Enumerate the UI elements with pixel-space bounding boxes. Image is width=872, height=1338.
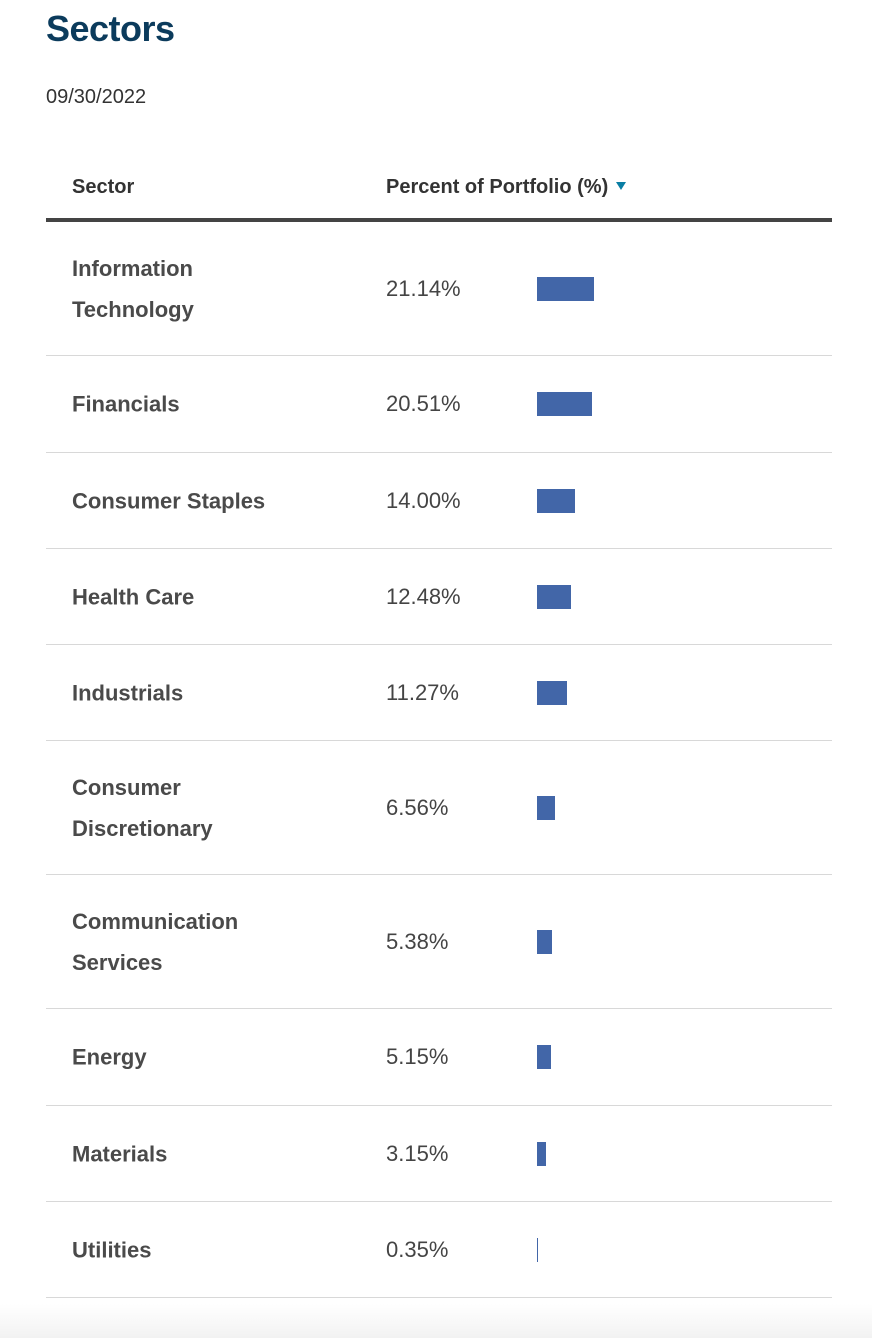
sectors-table: Sector Percent of Portfolio (%) Informat… <box>46 156 832 1298</box>
sector-bar <box>537 1237 538 1262</box>
sector-bar <box>537 276 594 301</box>
sector-name: Financials <box>72 391 180 417</box>
table-row: Communication Services 5.38% <box>46 875 832 1009</box>
sector-bar <box>537 680 567 705</box>
sector-name: Consumer Staples <box>72 488 266 513</box>
table-row: Consumer Discretionary 6.56% <box>46 741 832 875</box>
sector-bar <box>537 929 552 954</box>
sector-name: Health Care <box>72 584 195 609</box>
table-row: Utilities 0.35% <box>46 1202 832 1298</box>
sector-name: Utilities <box>72 1237 152 1262</box>
sector-percent: 11.27% <box>386 679 459 705</box>
sector-percent: 6.56% <box>386 794 449 820</box>
sector-percent: 21.14% <box>386 275 461 301</box>
table-row: Information Technology 21.14% <box>46 222 832 356</box>
sector-percent: 14.00% <box>386 487 461 513</box>
sector-bar <box>537 1045 551 1069</box>
sector-name: Consumer Discretionary <box>72 774 213 841</box>
page-title: Sectors <box>46 8 175 49</box>
sector-percent: 20.51% <box>386 391 461 416</box>
sector-name: Energy <box>72 1044 147 1070</box>
sector-name: Information Technology <box>72 255 194 322</box>
sector-bar <box>537 1141 546 1166</box>
table-row: Consumer Staples 14.00% <box>46 453 832 549</box>
sector-bar <box>537 795 555 820</box>
table-row: Materials 3.15% <box>46 1106 832 1202</box>
column-header-sector[interactable]: Sector <box>72 176 135 198</box>
table-header: Sector Percent of Portfolio (%) <box>46 156 832 222</box>
table-row: Health Care 12.48% <box>46 549 832 645</box>
page-bottom-fade <box>0 1304 872 1338</box>
sector-bar <box>537 488 575 513</box>
sector-percent: 5.38% <box>386 928 449 954</box>
sector-name: Materials <box>72 1141 168 1166</box>
sector-name: Communication Services <box>72 908 239 975</box>
sector-bar <box>537 392 592 416</box>
table-row: Financials 20.51% <box>46 356 832 453</box>
sector-percent: 12.48% <box>386 583 461 609</box>
sector-percent: 0.35% <box>386 1236 449 1262</box>
sector-bar <box>537 584 571 609</box>
column-header-percent-label: Percent of Portfolio (%) <box>386 176 609 198</box>
as-of-date: 09/30/2022 <box>46 86 147 108</box>
table-row: Industrials 11.27% <box>46 645 832 741</box>
column-header-percent[interactable]: Percent of Portfolio (%) <box>386 176 627 199</box>
sector-percent: 3.15% <box>386 1140 449 1166</box>
table-row: Energy 5.15% <box>46 1009 832 1106</box>
sector-name: Industrials <box>72 680 184 705</box>
sector-percent: 5.15% <box>386 1044 449 1069</box>
sort-descending-icon[interactable] <box>616 181 627 190</box>
